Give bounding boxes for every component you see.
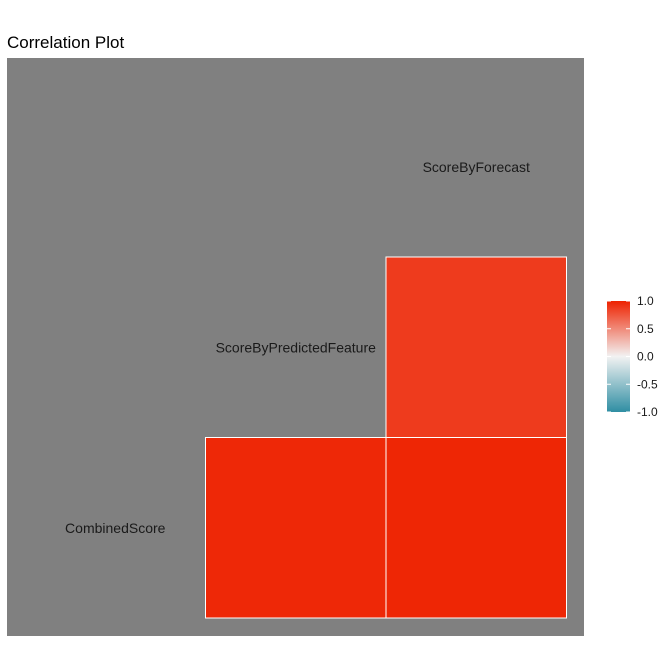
cells-layer [205,256,567,619]
variable-label: CombinedScore [65,520,166,536]
legend-tick-label: -1.0 [637,405,658,419]
labels-layer: CombinedScore ScoreByPredictedFeature Scor… [65,159,530,536]
legend-tick-label: 1.0 [637,294,654,308]
heatmap-cell [205,437,387,619]
legend-tick-label: 0.5 [637,322,654,336]
heatmap-cell [385,256,567,438]
colorbar-legend: 1.0 0.5 0.0 -0.5 -1.0 [607,294,658,419]
variable-label: ScoreByForecast [423,159,530,175]
heatmap-cell [385,437,567,619]
legend-tick-label: 0.0 [637,350,654,364]
variable-label: ScoreByPredictedFeature [216,339,377,355]
legend-tick-label: -0.5 [637,377,658,391]
colorbar [607,301,630,412]
chart-title: Correlation Plot [7,33,125,52]
